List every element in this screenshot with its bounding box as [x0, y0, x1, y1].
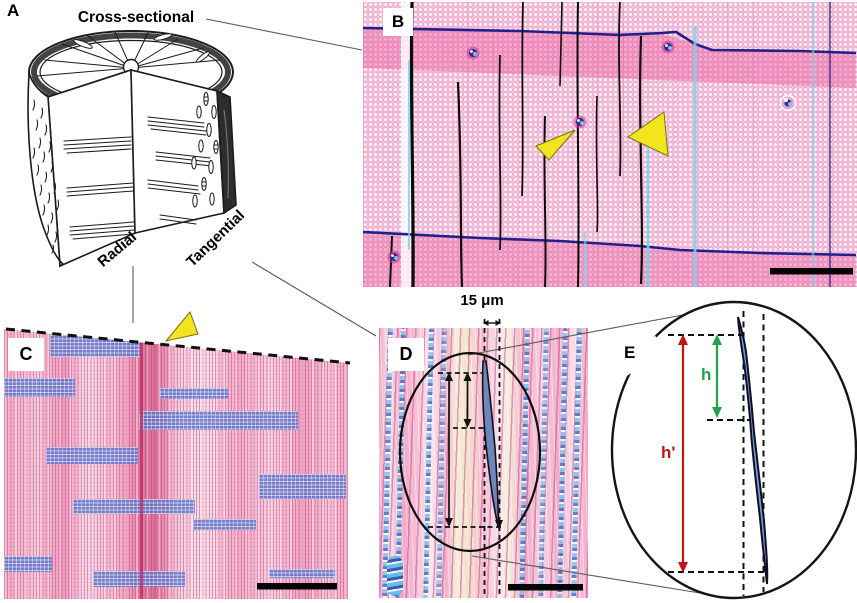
panel-letter-e: E — [624, 343, 636, 362]
plane-label-radial: Radial — [94, 228, 140, 271]
pith — [122, 58, 140, 76]
ray-band — [93, 571, 185, 587]
h-prime-arrow — [678, 334, 688, 573]
panel-letter-a: A — [7, 1, 20, 20]
plane-label-cross-sectional: Cross-sectional — [77, 9, 195, 26]
fiber-shape-e — [737, 316, 769, 585]
panel-e-schematic — [610, 300, 857, 600]
width-arrow-icon — [483, 320, 501, 326]
vessel-column — [519, 327, 530, 599]
vessel-column — [436, 327, 447, 599]
bark-edge-strip — [216, 89, 237, 215]
vessel-column — [557, 327, 568, 599]
vessel-column — [538, 327, 549, 599]
ray-band — [193, 519, 256, 530]
ray-band — [46, 447, 138, 464]
h-prime-measure-label: h' — [661, 443, 676, 462]
h-measure-label: h — [701, 365, 712, 384]
tangential-face — [130, 68, 225, 234]
wood-block-diagram — [27, 30, 237, 268]
vessel-cluster — [387, 556, 403, 596]
tangential-face-rays — [147, 92, 219, 225]
top-face-rays — [36, 31, 221, 77]
plane-label-tangential: Tangential — [183, 206, 249, 271]
measurement-dashed-lines-e — [668, 334, 764, 573]
panel-b-cross-section-micrograph — [363, 2, 857, 287]
ray-band — [50, 335, 142, 357]
width-annotation-label: 15 μm — [460, 292, 504, 309]
line-a-to-d — [251, 261, 377, 337]
bark-face — [27, 72, 65, 268]
panel-letter-c: C — [8, 338, 44, 371]
ray-band — [269, 569, 335, 578]
ray-band — [139, 411, 298, 430]
radial-face-rays — [63, 136, 135, 240]
growth-ring-line — [140, 329, 143, 599]
bark-texture — [32, 99, 60, 254]
ray-band — [4, 556, 52, 572]
vessel-column — [423, 327, 434, 599]
panel-c-radial-micrograph — [4, 329, 348, 599]
ray-band — [4, 378, 75, 397]
magnifier-circle — [610, 300, 857, 600]
h-arrow — [712, 334, 722, 418]
ray-band — [160, 388, 228, 399]
ray-band — [73, 499, 195, 514]
panel-letter-d: D — [388, 338, 424, 371]
vessel-column — [571, 327, 582, 599]
arrowhead-c-icon — [164, 311, 199, 342]
panel-letter-b: B — [383, 8, 413, 36]
line-a-to-b — [205, 18, 363, 51]
ray-band — [259, 474, 346, 499]
